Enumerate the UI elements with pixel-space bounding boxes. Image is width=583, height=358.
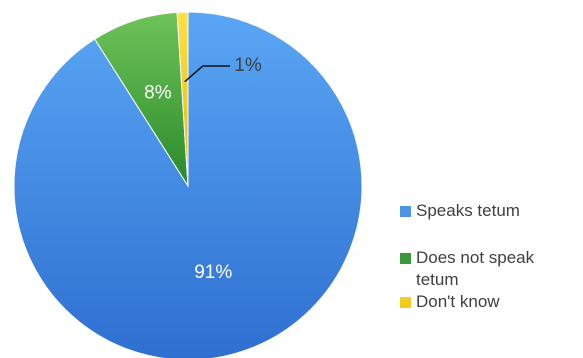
leader-line <box>184 65 230 83</box>
legend-label: Don't know <box>416 292 500 311</box>
legend-label: Does not speak tetum <box>416 248 535 289</box>
data-label-speaks-tetum: 91% <box>194 262 232 283</box>
legend-swatch-blue <box>400 206 411 217</box>
pie-slice-dont-know <box>176 11 189 187</box>
legend-item-speaks-tetum: Speaks tetum <box>400 200 580 222</box>
legend-label: Speaks tetum <box>416 201 520 220</box>
legend-swatch-green <box>400 253 411 264</box>
legend-item-does-not-speak-tetum: Does not speak tetum <box>400 247 550 291</box>
legend-swatch-yellow <box>400 297 411 308</box>
data-label-does-not-speak-tetum: 8% <box>144 82 172 103</box>
legend: Speaks tetum Does not speak tetum Don't … <box>400 200 580 313</box>
legend-item-dont-know: Don't know <box>400 291 580 313</box>
pie-slice-speaks-tetum <box>13 11 363 358</box>
data-label-dont-know: 1% <box>234 55 262 76</box>
